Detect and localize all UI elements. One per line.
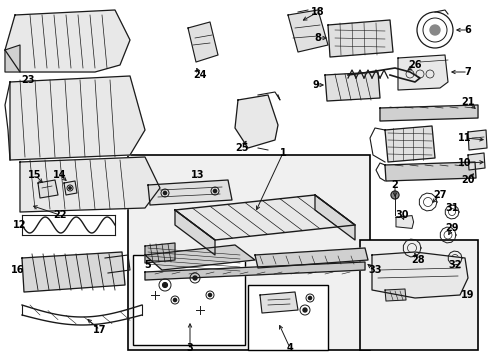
Bar (128, 155, 369, 350)
Circle shape (69, 187, 71, 189)
Text: 9: 9 (312, 80, 319, 90)
Text: 17: 17 (93, 325, 106, 335)
Text: 20: 20 (460, 175, 474, 185)
Polygon shape (397, 55, 447, 90)
Text: 16: 16 (11, 265, 25, 275)
Polygon shape (187, 22, 218, 62)
Polygon shape (384, 289, 405, 301)
Polygon shape (145, 243, 175, 263)
Polygon shape (325, 72, 379, 101)
Text: 11: 11 (457, 133, 471, 143)
Circle shape (308, 296, 311, 300)
Bar (359, 240, 477, 350)
Polygon shape (22, 252, 125, 292)
Text: 22: 22 (53, 210, 67, 220)
Polygon shape (395, 216, 413, 228)
Circle shape (303, 308, 306, 312)
Bar (133, 255, 244, 345)
Polygon shape (38, 180, 58, 198)
Text: 28: 28 (410, 255, 424, 265)
Polygon shape (327, 20, 392, 57)
Polygon shape (467, 153, 484, 170)
Text: 24: 24 (193, 70, 206, 80)
Circle shape (163, 283, 167, 287)
Polygon shape (145, 262, 364, 280)
Text: 3: 3 (186, 343, 193, 353)
Polygon shape (287, 10, 327, 52)
Circle shape (173, 298, 176, 302)
Text: 14: 14 (53, 170, 67, 180)
Text: 5: 5 (144, 260, 151, 270)
Polygon shape (175, 210, 215, 255)
Polygon shape (314, 195, 354, 240)
Polygon shape (371, 252, 467, 298)
Text: 21: 21 (460, 97, 474, 107)
Circle shape (163, 192, 166, 195)
Polygon shape (254, 248, 367, 268)
Text: 23: 23 (21, 75, 35, 85)
Polygon shape (379, 105, 477, 121)
Circle shape (208, 293, 211, 297)
Text: 10: 10 (457, 158, 471, 168)
Text: 4: 4 (286, 343, 293, 353)
Text: 32: 32 (447, 260, 461, 270)
Polygon shape (384, 126, 434, 162)
Text: 12: 12 (13, 220, 27, 230)
Circle shape (429, 25, 439, 35)
Polygon shape (235, 95, 278, 148)
Polygon shape (145, 245, 254, 270)
Text: 18: 18 (310, 7, 324, 17)
Polygon shape (175, 195, 354, 240)
Text: 31: 31 (445, 203, 458, 213)
Circle shape (193, 276, 197, 280)
Polygon shape (5, 10, 130, 72)
Bar (247, 285, 327, 350)
Text: 26: 26 (407, 60, 421, 70)
Text: 29: 29 (445, 223, 458, 233)
Text: 15: 15 (28, 170, 41, 180)
Polygon shape (148, 180, 231, 205)
Text: 19: 19 (460, 290, 474, 300)
Polygon shape (10, 76, 145, 160)
Polygon shape (20, 157, 160, 212)
Circle shape (390, 191, 398, 199)
Text: 6: 6 (464, 25, 470, 35)
Polygon shape (5, 45, 20, 72)
Polygon shape (384, 162, 475, 181)
Text: 7: 7 (464, 67, 470, 77)
Text: 2: 2 (391, 180, 398, 190)
Polygon shape (467, 130, 486, 150)
Circle shape (213, 189, 216, 193)
Polygon shape (260, 292, 297, 313)
Text: 30: 30 (394, 210, 408, 220)
Text: 1: 1 (279, 148, 286, 158)
Text: 27: 27 (432, 190, 446, 200)
Text: 13: 13 (191, 170, 204, 180)
Polygon shape (64, 181, 77, 195)
Text: 25: 25 (235, 143, 248, 153)
Text: 8: 8 (314, 33, 321, 43)
Text: 33: 33 (367, 265, 381, 275)
